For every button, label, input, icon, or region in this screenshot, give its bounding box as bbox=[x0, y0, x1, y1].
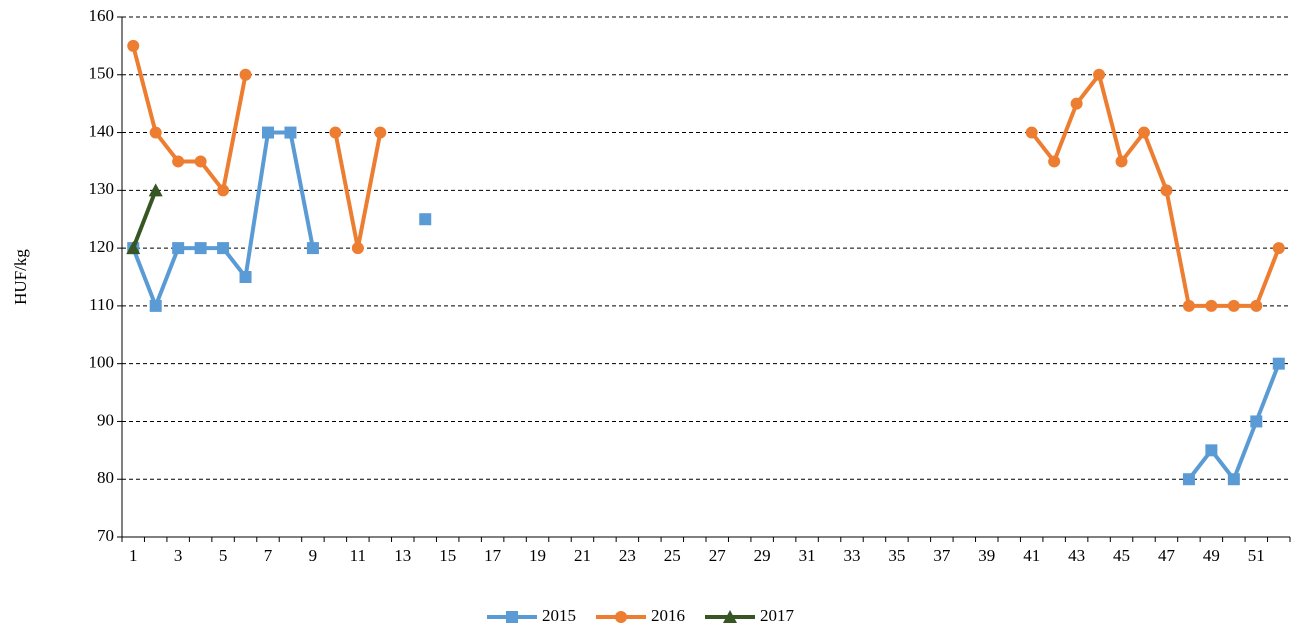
data-point bbox=[1205, 444, 1218, 457]
legend-label: 2017 bbox=[760, 606, 795, 625]
x-tick-label: 21 bbox=[574, 546, 591, 565]
y-axis-label: HUF/kg bbox=[11, 249, 30, 305]
data-point bbox=[1048, 155, 1061, 168]
y-tick-label: 110 bbox=[89, 295, 114, 314]
legend-label: 2016 bbox=[651, 606, 685, 625]
x-tick-label: 25 bbox=[664, 546, 681, 565]
x-tick-label: 7 bbox=[264, 546, 273, 565]
y-tick-label: 130 bbox=[89, 179, 115, 198]
data-point bbox=[284, 126, 297, 139]
data-point bbox=[1272, 242, 1285, 255]
data-point bbox=[1182, 473, 1195, 486]
x-tick-label: 15 bbox=[439, 546, 456, 565]
data-point bbox=[149, 126, 162, 139]
data-point bbox=[1272, 357, 1285, 370]
y-tick-label: 140 bbox=[89, 121, 115, 140]
y-tick-label: 70 bbox=[97, 526, 114, 545]
data-point bbox=[329, 126, 342, 139]
x-tick-label: 45 bbox=[1113, 546, 1130, 565]
series-line bbox=[131, 45, 248, 193]
data-point bbox=[1160, 184, 1173, 197]
data-point bbox=[172, 242, 185, 255]
legend-marker bbox=[506, 611, 518, 623]
data-point bbox=[1115, 155, 1128, 168]
data-point bbox=[194, 155, 207, 168]
x-tick-label: 3 bbox=[174, 546, 183, 565]
data-point bbox=[1070, 97, 1083, 110]
x-tick-label: 41 bbox=[1023, 546, 1040, 565]
y-tick-label: 80 bbox=[97, 468, 114, 487]
y-tick-label: 120 bbox=[89, 237, 115, 256]
x-tick-label: 49 bbox=[1203, 546, 1220, 565]
data-point bbox=[127, 39, 140, 52]
x-tick-label: 39 bbox=[978, 546, 995, 565]
data-point bbox=[262, 126, 274, 139]
data-point bbox=[172, 155, 185, 168]
series-line bbox=[131, 189, 158, 249]
x-tick-label: 35 bbox=[888, 546, 905, 565]
data-point bbox=[217, 184, 230, 197]
data-point bbox=[239, 271, 252, 283]
data-point bbox=[1205, 299, 1218, 312]
x-tick-label: 29 bbox=[754, 546, 771, 565]
data-point bbox=[351, 242, 364, 255]
x-tick-label: 19 bbox=[529, 546, 546, 565]
data-point bbox=[194, 242, 207, 255]
data-point bbox=[1138, 126, 1150, 139]
legend-marker bbox=[723, 610, 737, 623]
legend-marker bbox=[615, 611, 627, 623]
x-tick-label: 13 bbox=[394, 546, 411, 565]
x-tick-label: 11 bbox=[350, 546, 366, 565]
x-tick-label: 23 bbox=[619, 546, 636, 565]
data-point bbox=[1250, 415, 1263, 428]
x-tick-label: 1 bbox=[129, 546, 138, 565]
data-point bbox=[374, 126, 387, 139]
y-tick-label: 90 bbox=[97, 410, 114, 429]
data-point bbox=[149, 299, 162, 312]
series-line bbox=[131, 130, 315, 308]
x-tick-label: 37 bbox=[933, 546, 951, 565]
data-point bbox=[1182, 299, 1195, 312]
data-point bbox=[239, 68, 252, 81]
y-tick-label: 160 bbox=[89, 6, 115, 25]
x-tick-label: 43 bbox=[1068, 546, 1085, 565]
data-point bbox=[126, 241, 141, 255]
data-point bbox=[1093, 68, 1106, 81]
x-tick-label: 31 bbox=[799, 546, 816, 565]
data-point bbox=[148, 183, 163, 197]
x-tick-label: 17 bbox=[484, 546, 502, 565]
data-point bbox=[1025, 126, 1038, 139]
x-tick-label: 27 bbox=[709, 546, 727, 565]
data-point bbox=[1250, 299, 1263, 312]
y-tick-label: 100 bbox=[89, 353, 115, 372]
y-tick-label: 150 bbox=[89, 64, 115, 83]
x-tick-label: 33 bbox=[844, 546, 861, 565]
data-point bbox=[419, 213, 432, 226]
data-point bbox=[1227, 473, 1240, 486]
x-tick-label: 9 bbox=[309, 546, 318, 565]
legend-label: 2015 bbox=[542, 606, 576, 625]
data-point bbox=[217, 242, 230, 255]
x-tick-label: 5 bbox=[219, 546, 228, 565]
data-point bbox=[306, 242, 319, 255]
data-point bbox=[1227, 299, 1240, 312]
x-tick-label: 47 bbox=[1158, 546, 1176, 565]
x-tick-label: 51 bbox=[1248, 546, 1265, 565]
